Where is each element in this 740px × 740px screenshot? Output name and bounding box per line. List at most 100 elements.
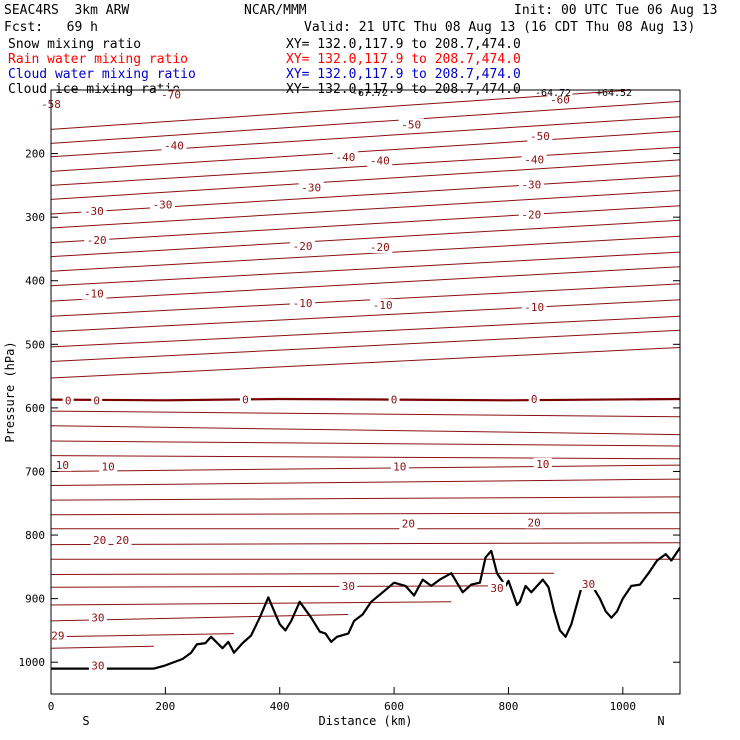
- contour-line-0: [51, 90, 641, 130]
- contour-label-34: 30: [91, 659, 104, 672]
- contour-label-bg-27: [90, 534, 109, 547]
- contour-line-19: [51, 425, 680, 436]
- y-tick-label-700: 700: [25, 465, 45, 478]
- contour-label-13: -20: [87, 234, 107, 247]
- legend-snow-xy: XY= 132.0,117.9 to 208.7,474.0: [286, 37, 521, 52]
- contour-label-22: 10: [102, 460, 115, 473]
- contour-label-bg-30: [339, 579, 358, 592]
- contour-label-21: 10: [56, 459, 69, 472]
- contour-label-23: 10: [393, 460, 406, 473]
- contour-line-8: [51, 205, 680, 244]
- plot-frame: [50, 89, 681, 695]
- contour-label-bg-25: [399, 517, 418, 530]
- contour-line-5: [51, 159, 680, 200]
- freezing-label-1: 0: [93, 394, 100, 407]
- contour-label-2: -60: [550, 94, 570, 107]
- x-tick-label-600: 600: [384, 700, 404, 713]
- contour-label-bg-23: [390, 460, 409, 473]
- contour-label-15: -20: [370, 241, 390, 254]
- contour-labels: -58-70 -60-50-50-40-40 -40 -40-30 -30-30 -30-…: [38, 88, 598, 672]
- contour-line-27: [51, 542, 680, 546]
- north-label: N: [657, 714, 664, 728]
- y-tick-label-900: 900: [25, 593, 45, 606]
- contour-label-bg-20: [521, 300, 547, 313]
- contour-label-bg-19: [370, 298, 396, 311]
- contour-line-30: [51, 585, 498, 588]
- legend-cloud-water-xy: XY= 132.0,117.9 to 208.7,474.0: [286, 67, 521, 82]
- contour-line-18: [51, 410, 680, 418]
- y-tick-label-800: 800: [25, 529, 45, 542]
- contour-label-bg-1: [158, 88, 184, 101]
- contour-label-bg-24: [533, 457, 552, 470]
- model-title: SEAC4RS 3km ARW: [4, 3, 130, 18]
- top-annotations: -67.72 -64.72 +64.52: [352, 88, 632, 99]
- contour-label-5: -40: [164, 139, 184, 152]
- x-tick-label-800: 800: [499, 700, 519, 713]
- contour-label-bg-14: [290, 239, 316, 252]
- terrain-line: [51, 547, 680, 670]
- contour-line-6: [51, 175, 680, 215]
- contour-label-bg-22: [99, 460, 118, 473]
- y-tick-label-600: 600: [25, 402, 45, 415]
- y-tick-label-400: 400: [25, 275, 45, 288]
- freezing-level: [51, 397, 680, 402]
- freezing-label-3: 0: [391, 394, 398, 407]
- contour-label-bg-17: [81, 287, 107, 300]
- contour-label-27: 20: [93, 534, 106, 547]
- freezing-label-2: 0: [242, 394, 249, 407]
- contour-label-bg-8: [521, 153, 547, 166]
- contour-line-2: [51, 116, 680, 158]
- contour-label-bg-15: [367, 241, 393, 254]
- contour-label-bg-33: [48, 629, 67, 642]
- freezing-label-bg-3: [388, 393, 400, 406]
- contour-label-1: -70: [161, 88, 181, 101]
- contour-label-32: 30: [582, 578, 595, 591]
- y-tick-label-300: 300: [25, 211, 45, 224]
- contour-label-bg-10: [150, 198, 176, 211]
- axes: [50, 89, 681, 695]
- freezing-label-4: 0: [531, 393, 538, 406]
- freezing-label-bg-2: [239, 393, 251, 406]
- contour-label-bg-9: [81, 204, 107, 217]
- contour-line-24: [51, 496, 680, 501]
- contour-label-29: 30: [91, 612, 104, 625]
- freezing-label-bg-4: [528, 392, 540, 405]
- contour-label-18: -10: [293, 297, 313, 310]
- y-axis-label: Pressure (hPa): [3, 341, 17, 442]
- y-tick-label-1000: 1000: [19, 656, 46, 669]
- contour-label-bg-34: [88, 659, 107, 672]
- contour-line-16: [51, 329, 680, 362]
- contour-label-bg-7: [367, 154, 393, 167]
- contour-label-bg-31: [488, 581, 507, 594]
- contour-label-20: -10: [524, 301, 544, 314]
- contour-label-bg-18: [290, 296, 316, 309]
- contour-line-7: [51, 190, 680, 229]
- top-annotation-1: -64.72: [535, 88, 571, 99]
- contour-line-13: [51, 283, 680, 317]
- contour-label-11: -30: [301, 181, 321, 194]
- contour-label-7: -40: [370, 155, 390, 168]
- contour-line-14: [51, 299, 680, 333]
- contour-line-15: [51, 315, 680, 348]
- init-time: Init: 00 UTC Tue 06 Aug 13: [514, 3, 718, 18]
- contour-label-bg-4: [527, 129, 553, 142]
- contour-label-16: -20: [521, 209, 541, 222]
- contour-line-25: [51, 512, 680, 516]
- contour-label-28: 20: [116, 534, 129, 547]
- contour-line-29: [51, 572, 555, 575]
- contour-label-bg-3: [398, 118, 424, 131]
- contour-label-bg-6: [332, 150, 358, 163]
- legend-rain-xy: XY= 132.0,117.9 to 208.7,474.0: [286, 52, 521, 67]
- contour-line-17: [51, 347, 680, 379]
- contour-label-31: 30: [490, 582, 503, 595]
- contour-label-4: -50: [530, 130, 550, 143]
- contour-line-10: [51, 235, 680, 272]
- x-axis-label: Distance (km): [319, 714, 413, 728]
- freezing-label-bg-0: [62, 394, 74, 407]
- contour-line-33: [51, 633, 235, 638]
- contour-line-34: [51, 645, 154, 649]
- contour-label-bg-2: [547, 93, 573, 106]
